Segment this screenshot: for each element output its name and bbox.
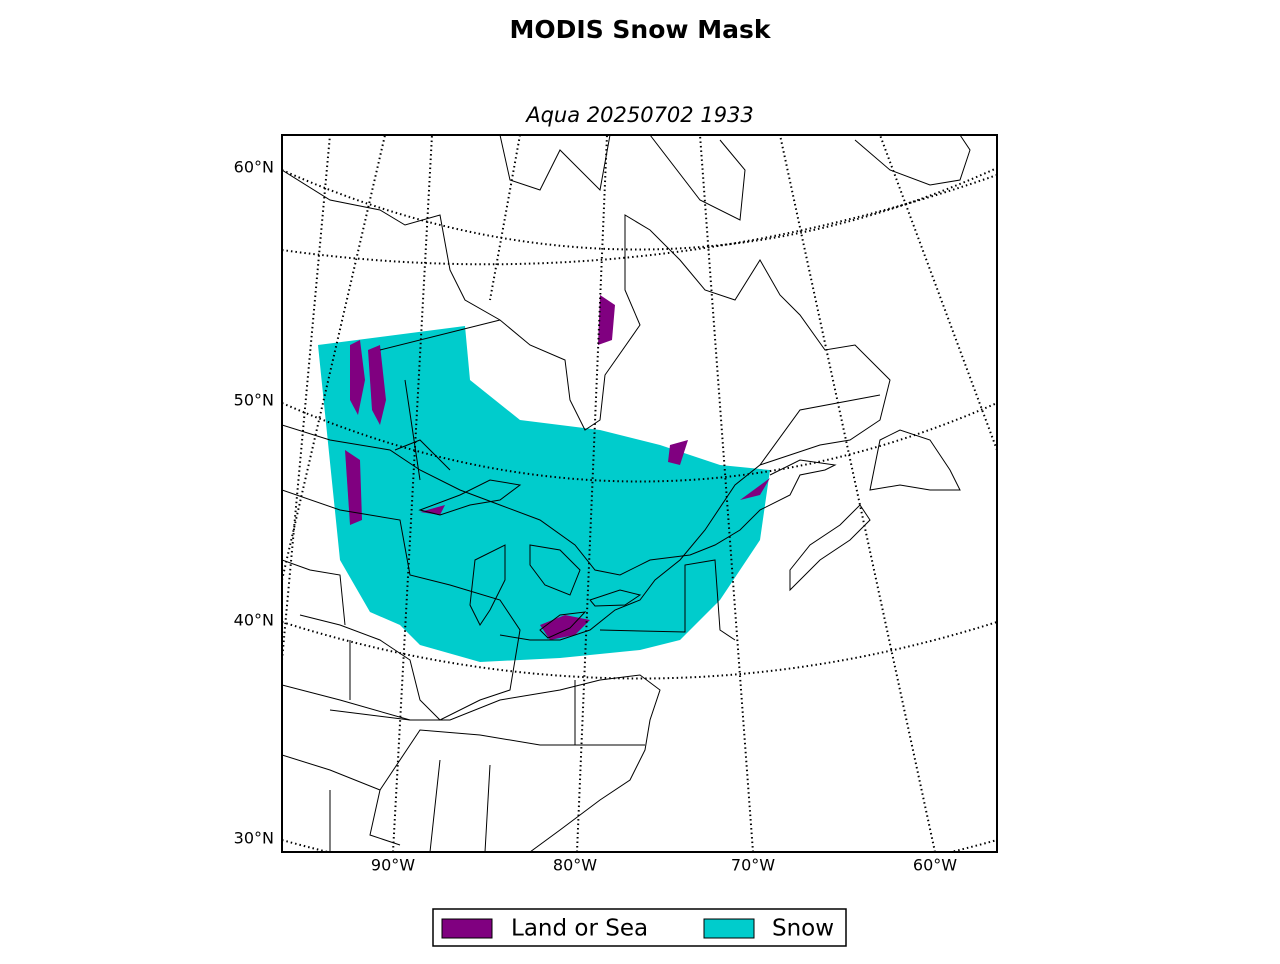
lon-label: 60°W — [913, 856, 957, 875]
lon-label: 70°W — [731, 856, 775, 875]
land-patches — [345, 295, 770, 640]
lat-label: 50°N — [234, 391, 274, 410]
lat-labels: 60°N 50°N 40°N 30°N — [234, 158, 274, 848]
legend-swatch — [441, 918, 493, 939]
snow-area — [318, 326, 770, 662]
title: MODIS Snow Mask — [510, 15, 772, 44]
legend-label: Land or Sea — [511, 916, 648, 942]
lat-label: 40°N — [234, 611, 274, 630]
subtitle: Aqua 20250702 1933 — [524, 103, 754, 127]
map-area — [282, 135, 997, 852]
legend-swatch — [703, 918, 755, 939]
legend-label: Snow — [772, 916, 834, 942]
lon-label: 90°W — [371, 856, 415, 875]
legend: Land or Sea Snow — [432, 908, 847, 947]
lon-labels: 90°W 80°W 70°W 60°W — [371, 856, 957, 875]
lat-label: 60°N — [234, 158, 274, 177]
legend-box — [432, 908, 847, 947]
lon-label: 80°W — [553, 856, 597, 875]
map-frame — [281, 134, 998, 853]
lat-label: 30°N — [234, 829, 274, 848]
